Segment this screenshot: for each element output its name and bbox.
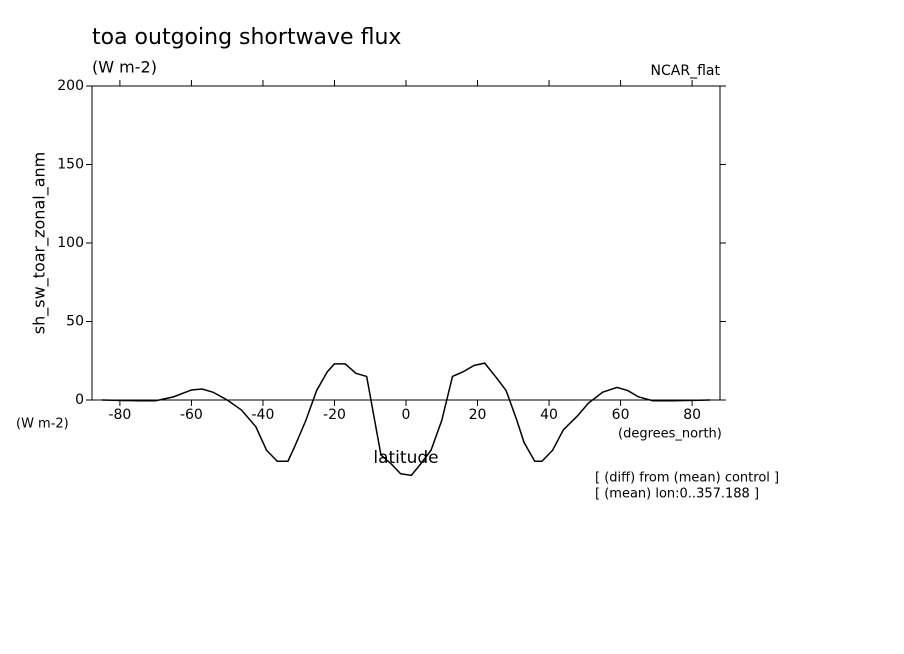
x-tick-label: -20 <box>323 407 346 423</box>
x-tick-label: 40 <box>540 407 558 423</box>
x-tick-label: 20 <box>469 407 487 423</box>
dataset-label: NCAR_flat <box>651 63 721 79</box>
y-tick-label: 150 <box>57 157 84 173</box>
x-tick-label: 80 <box>683 407 701 423</box>
note: [ (diff) from (mean) control ] <box>595 471 779 486</box>
chart-title: toa outgoing shortwave flux <box>92 25 401 50</box>
x-tick-label: -80 <box>108 407 131 423</box>
chart-subtitle: (W m-2) <box>92 58 157 77</box>
y-tick-label: 100 <box>57 235 84 251</box>
plot-frame <box>91 85 721 401</box>
x-axis-label: latitude <box>373 448 438 468</box>
x-tick-label: 0 <box>402 407 411 423</box>
y-tick-label: 50 <box>66 314 84 330</box>
x-tick-label: 60 <box>612 407 630 423</box>
y-axis-label: sh_sw_toar_zonal_anm <box>30 152 50 334</box>
y-tick-label: 200 <box>57 78 84 94</box>
y-tick-label: 0 <box>75 392 84 408</box>
x-axis-units: (degrees_north) <box>618 427 722 442</box>
data-line <box>101 362 711 477</box>
note: [ (mean) lon:0..357.188 ] <box>595 487 759 502</box>
x-tick-label: -40 <box>252 407 275 423</box>
x-tick-label: -60 <box>180 407 203 423</box>
y-axis-units: (W m-2) <box>16 417 69 432</box>
